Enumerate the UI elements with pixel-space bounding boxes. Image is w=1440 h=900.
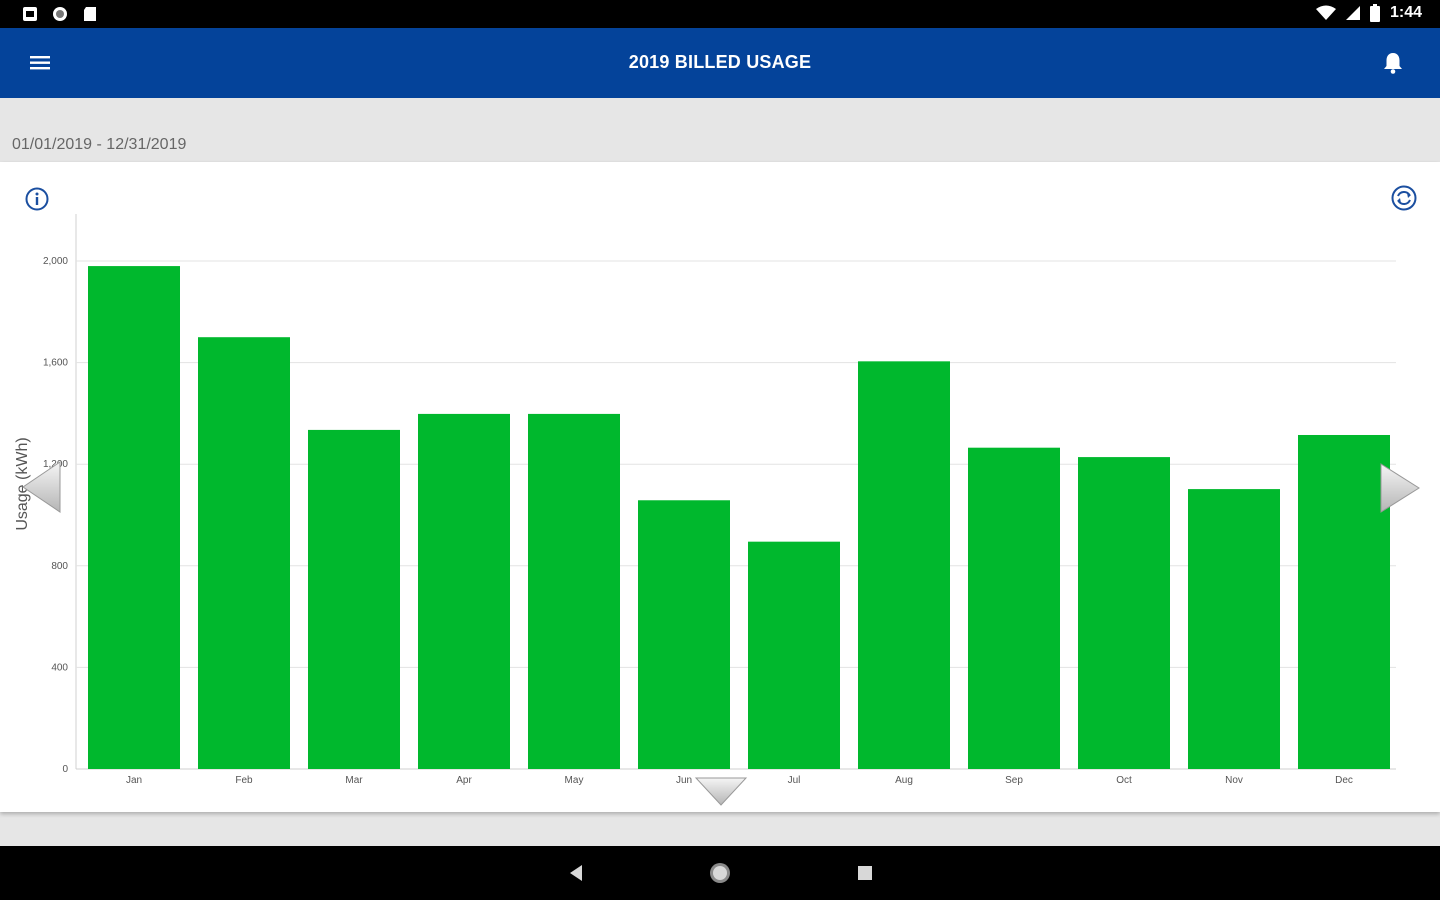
hamburger-menu-icon[interactable] [28, 50, 54, 76]
bar-dec [1298, 434, 1390, 769]
info-icon[interactable] [24, 186, 50, 212]
x-tick-label: Apr [456, 775, 472, 786]
bar-sep [968, 447, 1060, 769]
y-tick-label: 400 [51, 662, 68, 673]
y-tick-label: 2,000 [43, 256, 68, 267]
previous-period-arrow[interactable] [20, 460, 64, 514]
status-bar: 1:44 [0, 0, 1440, 28]
usage-chart-card: 04008001,2001,6002,000JanFebMarAprMayJun… [0, 162, 1440, 812]
x-tick-label: Jan [126, 775, 142, 786]
sd-card-icon [84, 7, 96, 21]
wifi-icon [1315, 5, 1336, 20]
y-tick-label: 800 [51, 561, 68, 572]
bar-jul [748, 541, 840, 769]
bar-jun [638, 500, 730, 769]
bar-apr [418, 413, 510, 769]
bar-oct [1078, 457, 1170, 769]
x-tick-label: Sep [1005, 775, 1023, 786]
recent-apps-icon[interactable] [856, 864, 874, 882]
date-range-header: 01/01/2019 - 12/31/2019 [0, 98, 1440, 160]
x-tick-label: Nov [1225, 775, 1243, 786]
next-period-arrow[interactable] [1378, 462, 1422, 514]
battery-icon [1369, 4, 1380, 22]
x-tick-label: May [565, 775, 584, 786]
bar-jan [88, 266, 180, 769]
expand-details-arrow[interactable] [694, 776, 748, 808]
status-bar-right-icons: 1:44 [1315, 4, 1422, 22]
y-axis-title: Usage (kWh) [14, 437, 31, 530]
x-tick-label: Feb [235, 775, 253, 786]
home-icon[interactable] [708, 861, 732, 885]
page-title: 2019 BILLED USAGE [628, 52, 812, 72]
bar-may [528, 413, 620, 769]
notification-icon [23, 7, 37, 21]
date-range-label: 01/01/2019 - 12/31/2019 [12, 136, 187, 153]
x-tick-label: Mar [345, 775, 363, 786]
status-time: 1:44 [1389, 4, 1422, 21]
x-tick-label: Oct [1116, 775, 1132, 786]
status-bar-left-icons [22, 6, 98, 22]
x-tick-label: Jul [788, 775, 801, 786]
sync-status-icon [53, 7, 67, 21]
bar-nov [1188, 489, 1280, 769]
bell-icon[interactable] [1380, 50, 1406, 76]
back-icon[interactable] [566, 862, 586, 884]
x-tick-label: Dec [1335, 775, 1353, 786]
y-tick-label: 0 [62, 764, 68, 775]
y-tick-label: 1,600 [43, 358, 68, 369]
system-navigation-bar [0, 846, 1440, 900]
bar-aug [858, 361, 950, 769]
app-bar: 2019 BILLED USAGE [0, 28, 1440, 98]
bar-mar [308, 429, 400, 769]
x-tick-label: Aug [895, 775, 913, 786]
x-tick-label: Jun [676, 775, 692, 786]
refresh-icon[interactable] [1390, 184, 1418, 212]
bar-feb [198, 337, 290, 769]
signal-icon [1345, 6, 1360, 20]
usage-bar-chart: 04008001,2001,6002,000JanFebMarAprMayJun… [14, 214, 1396, 786]
